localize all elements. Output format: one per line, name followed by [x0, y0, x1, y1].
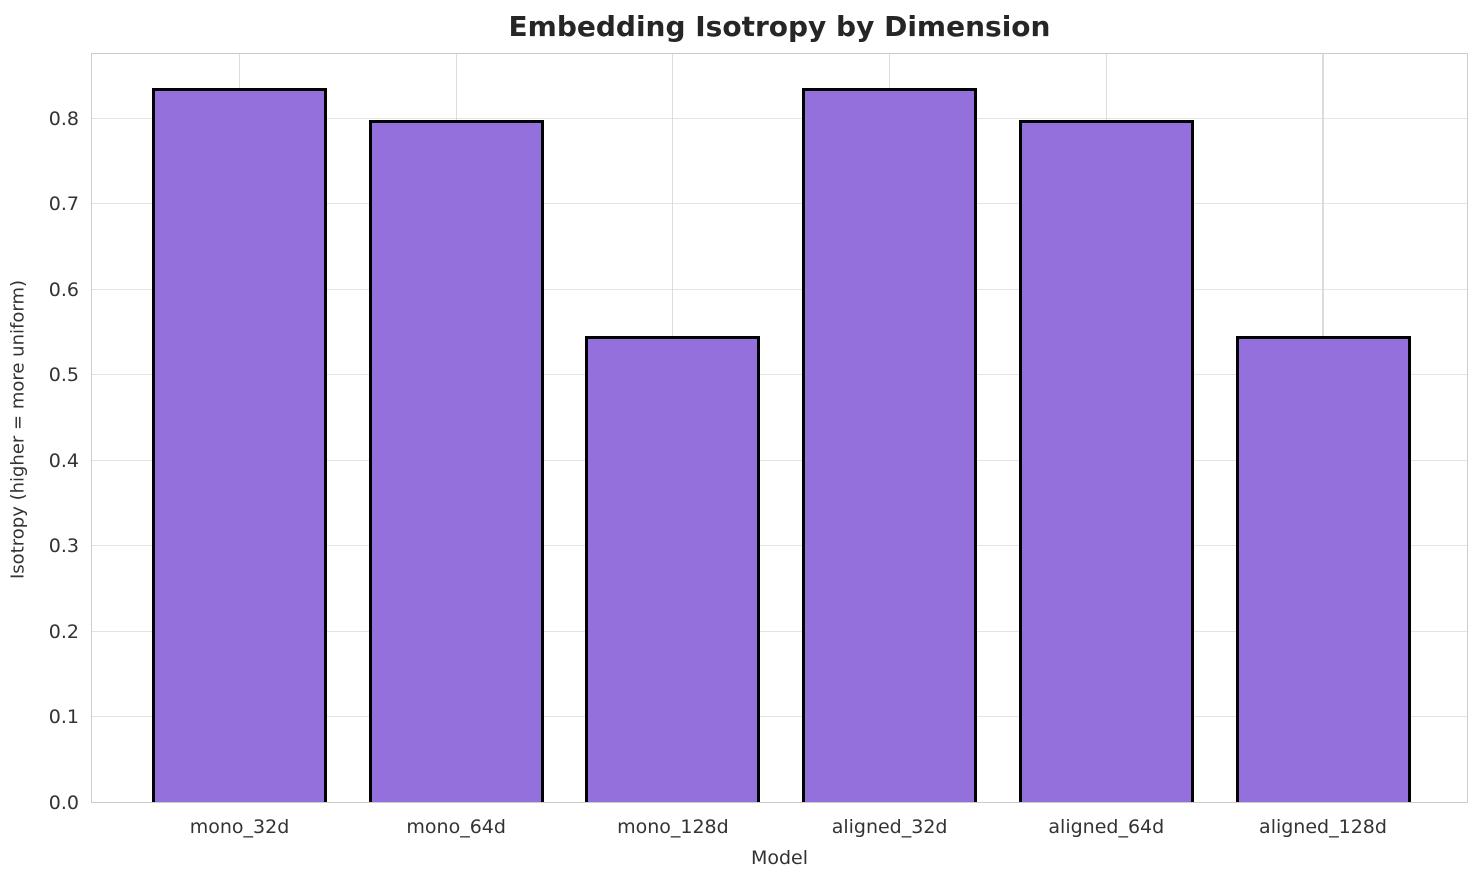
gridline-y-0.8	[91, 117, 1468, 119]
bar-mono_32d	[152, 88, 327, 803]
gridline-y-0.7	[91, 203, 1468, 205]
gridline-y-0.4	[91, 459, 1468, 461]
chart-title: Embedding Isotropy by Dimension	[508, 10, 1051, 43]
y-tick-label-0.7: 0.7	[48, 193, 79, 216]
bar-mono_64d	[368, 119, 544, 803]
x-tick-label-mono_64d: mono_64d	[406, 816, 506, 838]
x-tick-label-aligned_32d: aligned_32d	[831, 816, 948, 838]
y-tick-label-0.1: 0.1	[48, 706, 79, 729]
x-tick-label-mono_32d: mono_32d	[189, 816, 290, 838]
y-tick-label-0.5: 0.5	[48, 364, 79, 387]
gridline-y-0.5	[91, 374, 1468, 376]
gridline-y-0.1	[91, 716, 1468, 718]
y-tick-label-0.4: 0.4	[48, 449, 79, 472]
x-tick-label-mono_128d: mono_128d	[617, 816, 729, 838]
y-tick-label-0.6: 0.6	[48, 278, 79, 301]
bar-aligned_64d	[1018, 119, 1194, 803]
bar-mono_128d	[585, 336, 761, 803]
y-tick-label-0.3: 0.3	[48, 535, 79, 558]
x-tick-label-aligned_128d: aligned_128d	[1259, 816, 1387, 838]
gridline-y-0.6	[91, 288, 1468, 290]
x-axis-label: Model	[750, 847, 809, 869]
bar-aligned_128d	[1235, 336, 1411, 803]
plot-area	[91, 53, 1468, 803]
bar-aligned_32d	[802, 88, 978, 803]
y-tick-label-0.2: 0.2	[48, 620, 79, 643]
x-tick-label-aligned_64d: aligned_64d	[1048, 816, 1165, 838]
gridline-y-0.3	[91, 545, 1468, 547]
y-tick-label-0.8: 0.8	[48, 107, 79, 130]
y-tick-label-0.0: 0.0	[48, 792, 79, 814]
gridline-y-0.2	[91, 630, 1468, 632]
